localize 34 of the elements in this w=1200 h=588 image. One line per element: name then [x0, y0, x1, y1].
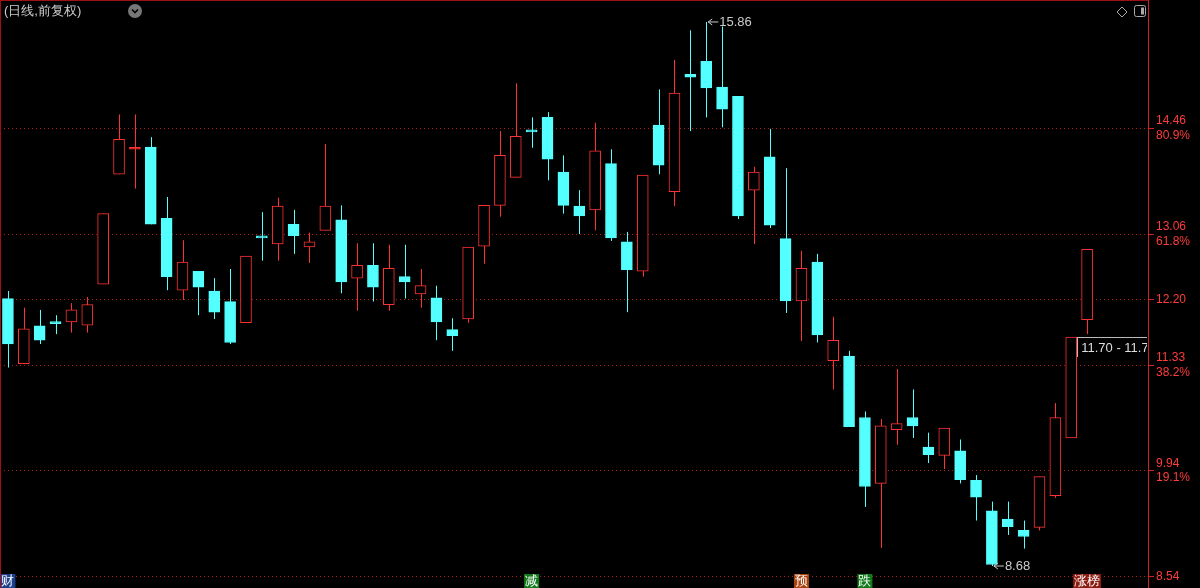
candlestick	[1017, 520, 1030, 550]
y-tick-label: 9.94 19.1%	[1156, 455, 1191, 485]
annotation: 减	[525, 572, 539, 588]
annotation: 15.86	[719, 13, 752, 29]
candlestick	[890, 368, 903, 446]
y-tick-label: 12.20	[1156, 291, 1187, 306]
y-tick-label: 8.54	[1156, 568, 1180, 583]
candlestick	[922, 432, 935, 464]
candlestick	[1001, 501, 1014, 536]
candlestick	[430, 285, 443, 341]
candlestick	[716, 26, 728, 128]
candlestick	[81, 296, 94, 334]
y-tick-label: 11.33 38.2%	[1156, 350, 1191, 379]
candlestick	[906, 388, 919, 439]
candlestick	[573, 189, 586, 235]
y-tick-label: 13.06 61.8%	[1156, 219, 1191, 248]
annotation: 财	[1, 572, 15, 588]
candlestick	[446, 317, 459, 352]
candlestick	[398, 244, 411, 300]
y-tick-label: 14.46 80.9%	[1156, 113, 1191, 142]
annotation: 8.68	[1004, 557, 1031, 573]
candlestick	[49, 314, 62, 335]
candlestick	[684, 29, 697, 132]
candlestick	[827, 316, 840, 390]
candlestick	[367, 242, 379, 303]
candlestick	[129, 113, 141, 190]
candlestick	[414, 268, 427, 309]
candlestick	[303, 232, 316, 264]
annotation: 涨榜	[1074, 572, 1101, 588]
candlestick	[208, 277, 221, 320]
chart-title: (日线,前复权)	[4, 3, 82, 18]
annotation: 预	[794, 572, 808, 588]
candlestick	[319, 143, 332, 231]
annotation: 跌	[858, 572, 872, 588]
